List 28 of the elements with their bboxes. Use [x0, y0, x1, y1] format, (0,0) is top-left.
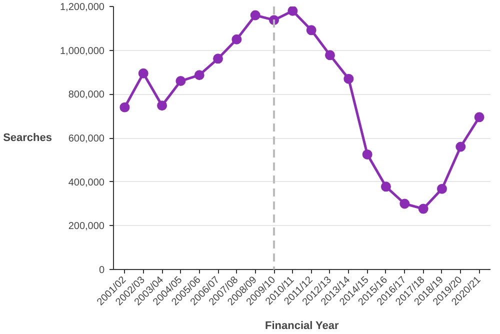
point — [456, 142, 466, 152]
x-axis-title: Financial Year — [265, 320, 340, 332]
point — [474, 112, 484, 122]
point — [436, 184, 447, 194]
y-axis-title: Searches — [3, 132, 52, 144]
point — [362, 149, 372, 160]
y-tick-label: 0 — [98, 265, 105, 276]
point — [120, 102, 130, 112]
y-tick-label: 800,000 — [68, 90, 105, 101]
point — [213, 54, 224, 64]
y-tick-label: 1,200,000 — [60, 2, 105, 13]
y-tick-label: 1,000,000 — [60, 46, 105, 57]
point — [306, 25, 316, 36]
point — [157, 100, 168, 111]
y-tick-label: 600,000 — [68, 134, 105, 144]
point — [400, 198, 410, 209]
point — [380, 182, 391, 192]
point — [344, 74, 354, 84]
y-tick-label: 400,000 — [68, 177, 105, 188]
point — [418, 204, 428, 214]
point — [232, 34, 242, 44]
point — [250, 10, 260, 20]
point — [176, 76, 186, 86]
y-tick-label: 200,000 — [68, 221, 105, 232]
point — [288, 6, 298, 16]
point — [194, 70, 204, 80]
point — [138, 68, 148, 78]
point — [324, 50, 335, 60]
